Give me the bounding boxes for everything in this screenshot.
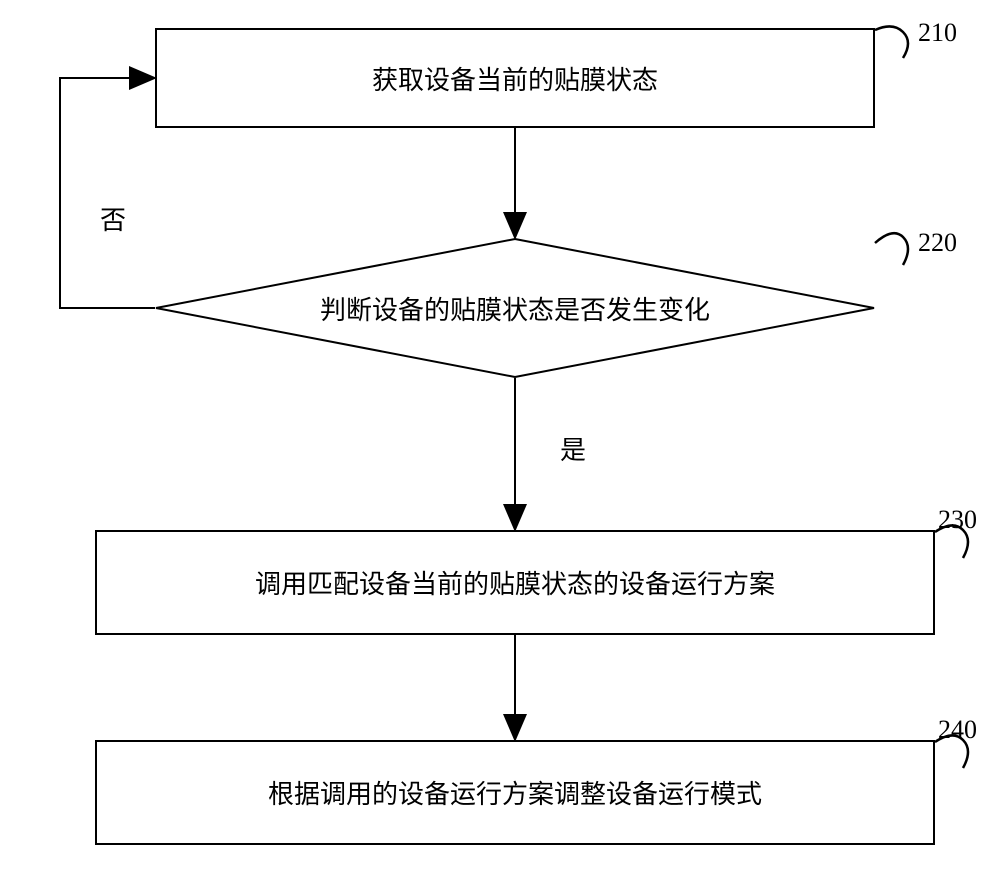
flow-arrows xyxy=(0,0,1000,877)
